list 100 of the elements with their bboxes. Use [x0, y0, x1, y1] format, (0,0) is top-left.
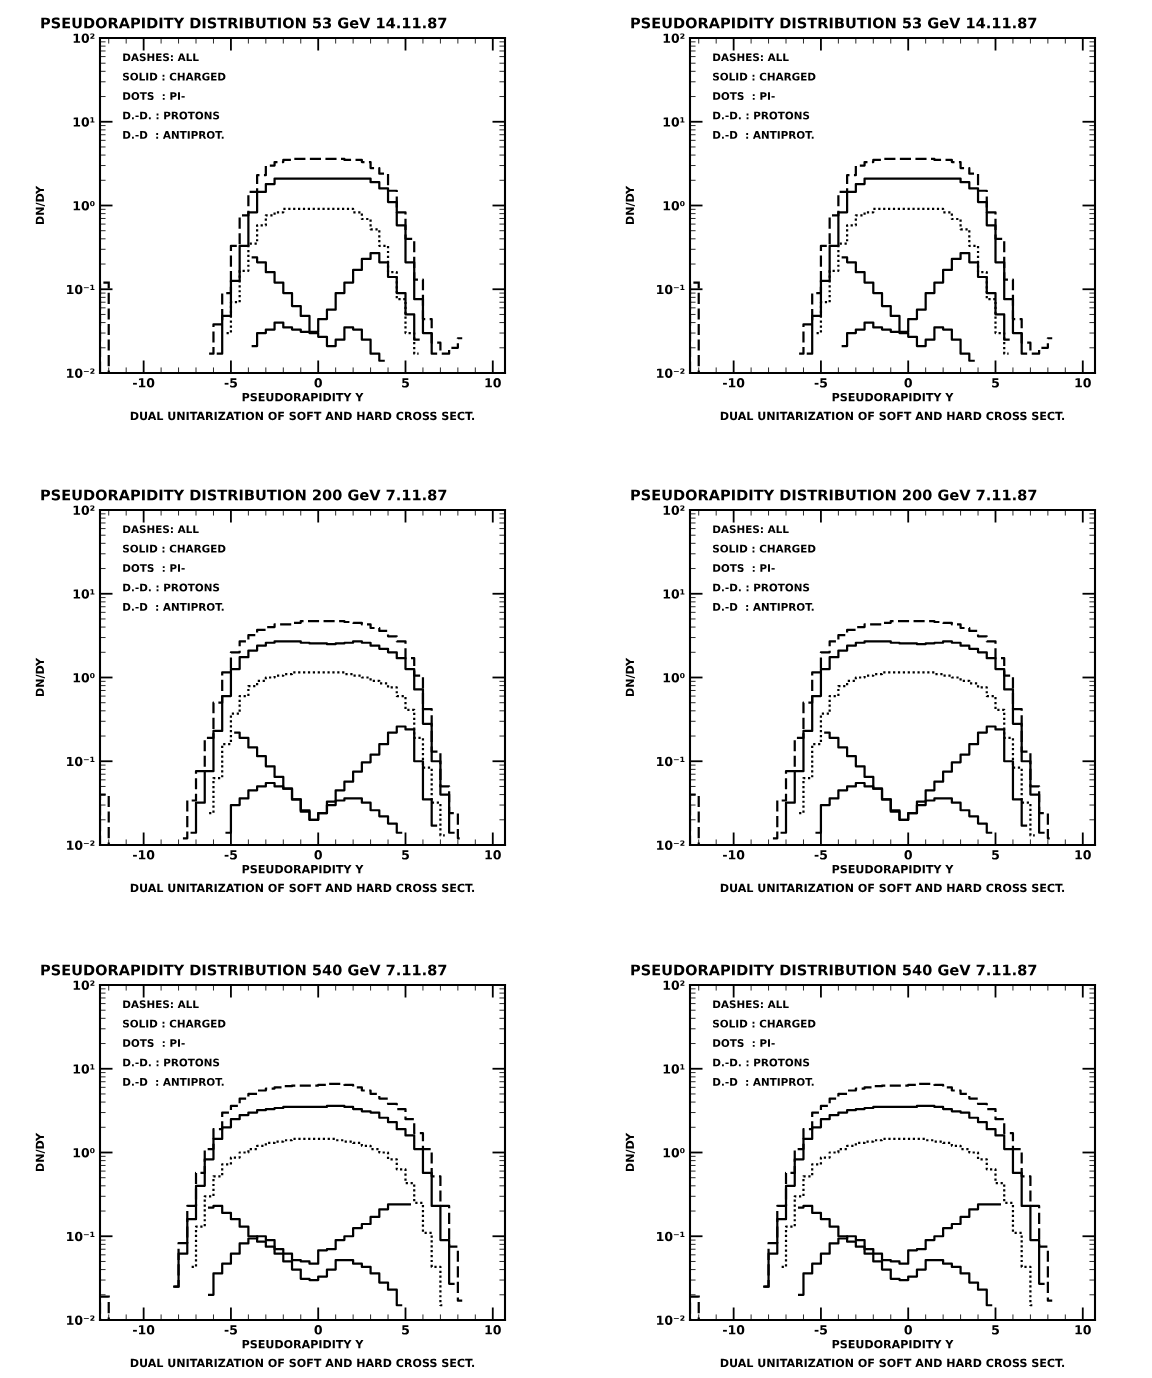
annotation: DASHES: ALL — [713, 525, 789, 534]
annotation: DASHES: ALL — [123, 1000, 199, 1009]
annotation: DOTS : PI- — [713, 1039, 775, 1047]
annotation: DASHES: ALL — [713, 53, 789, 62]
y-axis-title: DN/DY — [625, 185, 635, 224]
x-tick-label: 10 — [1075, 850, 1091, 860]
chart-title: PSEUDORAPIDITY DISTRIBUTION 540 GeV 7.11.87 — [41, 964, 447, 976]
annotation: D.-D : ANTIPROT. — [713, 602, 814, 611]
x-tick-label: 0 — [904, 378, 912, 388]
x-tick-label: -10 — [723, 850, 745, 860]
y-tick-label: 10⁻² — [657, 368, 685, 378]
y-tick-label: 10⁻² — [67, 368, 95, 378]
y-tick-label: 10⁰ — [663, 1147, 685, 1158]
chart-title: PSEUDORAPIDITY DISTRIBUTION 200 GeV 7.11.87 — [631, 489, 1037, 501]
text: DUAL UNITARIZATION OF SOFT AND HARD CROSS SECT. — [720, 411, 1065, 421]
x-tick-label: -10 — [723, 378, 745, 388]
x-axis-title: PSEUDORAPIDITY Y — [832, 864, 954, 874]
x-axis-title: PSEUDORAPIDITY Y — [242, 392, 364, 402]
annotation: D.-D. : PROTONS — [123, 1058, 220, 1067]
annotation: DOTS : PI- — [713, 92, 775, 100]
annotation: D.-D : ANTIPROT. — [123, 130, 224, 139]
chart-title: PSEUDORAPIDITY DISTRIBUTION 53 GeV 14.11.87 — [631, 17, 1037, 29]
annotation: DASHES: ALL — [123, 525, 199, 534]
x-tick-label: 10 — [485, 1325, 501, 1335]
y-tick-label: 10² — [73, 980, 95, 990]
x-tick-label: 10 — [485, 850, 501, 860]
annotation: D.-D : ANTIPROT. — [713, 1077, 814, 1086]
y-axis-title: DN/DY — [35, 1132, 45, 1171]
x-tick-label: -10 — [723, 1325, 745, 1335]
y-tick-label: 10⁻² — [67, 840, 95, 850]
y-tick-label: 10¹ — [663, 589, 685, 599]
y-tick-label: 10² — [73, 33, 95, 43]
y-tick-label: 10⁻¹ — [657, 1231, 685, 1242]
annotation: DOTS : PI- — [713, 564, 775, 572]
text: DUAL UNITARIZATION OF SOFT AND HARD CROSS SECT. — [130, 1358, 475, 1368]
x-tick-label: -10 — [133, 1325, 155, 1335]
y-tick-label: 10⁻¹ — [67, 1231, 95, 1242]
x-tick-label: 5 — [402, 850, 409, 860]
x-tick-label: 5 — [402, 378, 409, 388]
x-tick-label: 5 — [402, 1325, 409, 1335]
x-tick-label: -5 — [224, 850, 237, 860]
annotation: D.-D : ANTIPROT. — [123, 602, 224, 611]
annotation: SOLID : CHARGED — [123, 1019, 226, 1028]
annotation: D.-D. : PROTONS — [713, 111, 810, 120]
y-tick-label: 10⁰ — [663, 672, 685, 683]
annotation: SOLID : CHARGED — [713, 72, 816, 81]
y-axis-title: DN/DY — [35, 657, 45, 696]
y-tick-label: 10⁻¹ — [657, 284, 685, 295]
annotation: D.-D. : PROTONS — [713, 1058, 810, 1067]
x-tick-label: 10 — [1075, 1325, 1091, 1335]
y-tick-label: 10² — [663, 980, 685, 990]
annotation: SOLID : CHARGED — [713, 1019, 816, 1028]
x-tick-label: -10 — [133, 850, 155, 860]
annotation: D.-D : ANTIPROT. — [713, 130, 814, 139]
y-tick-label: 10⁻¹ — [67, 756, 95, 767]
y-tick-label: 10² — [663, 505, 685, 515]
y-tick-label: 10¹ — [663, 1064, 685, 1074]
x-tick-label: 0 — [904, 850, 912, 860]
chart-title: PSEUDORAPIDITY DISTRIBUTION 53 GeV 14.11.87 — [41, 17, 447, 29]
y-tick-label: 10¹ — [663, 117, 685, 127]
y-tick-label: 10⁻² — [657, 840, 685, 850]
chart-title: PSEUDORAPIDITY DISTRIBUTION 200 GeV 7.11.87 — [41, 489, 447, 501]
annotation: SOLID : CHARGED — [123, 72, 226, 81]
y-tick-label: 10¹ — [73, 117, 95, 127]
annotation: SOLID : CHARGED — [123, 544, 226, 553]
x-axis-title: PSEUDORAPIDITY Y — [832, 1339, 954, 1349]
y-axis-title: DN/DY — [625, 657, 635, 696]
x-tick-label: -10 — [133, 378, 155, 388]
x-tick-label: 10 — [485, 378, 501, 388]
x-tick-label: -5 — [224, 1325, 237, 1335]
y-tick-label: 10⁻¹ — [67, 284, 95, 295]
y-tick-label: 10¹ — [73, 1064, 95, 1074]
y-axis-title: DN/DY — [625, 1132, 635, 1171]
y-tick-label: 10⁰ — [73, 1147, 95, 1158]
annotation: DASHES: ALL — [123, 53, 199, 62]
x-tick-label: 0 — [314, 850, 322, 860]
annotation: DOTS : PI- — [123, 92, 185, 100]
y-tick-label: 10⁻² — [657, 1315, 685, 1325]
text: DUAL UNITARIZATION OF SOFT AND HARD CROSS SECT. — [720, 883, 1065, 893]
x-tick-label: -5 — [814, 378, 827, 388]
x-tick-label: -5 — [224, 378, 237, 388]
x-tick-label: 0 — [314, 1325, 322, 1335]
chart-title: PSEUDORAPIDITY DISTRIBUTION 540 GeV 7.11.87 — [631, 964, 1037, 976]
y-tick-label: 10² — [663, 33, 685, 43]
x-tick-label: 0 — [904, 1325, 912, 1335]
y-axis-title: DN/DY — [35, 185, 45, 224]
annotation: D.-D : ANTIPROT. — [123, 1077, 224, 1086]
x-axis-title: PSEUDORAPIDITY Y — [242, 864, 364, 874]
annotation: DASHES: ALL — [713, 1000, 789, 1009]
y-tick-label: 10⁰ — [663, 200, 685, 211]
y-tick-label: 10¹ — [73, 589, 95, 599]
annotation: D.-D. : PROTONS — [123, 111, 220, 120]
x-tick-label: -5 — [814, 850, 827, 860]
y-tick-label: 10² — [73, 505, 95, 515]
annotation: DOTS : PI- — [123, 564, 185, 572]
x-tick-label: 0 — [314, 378, 322, 388]
x-tick-label: 5 — [992, 1325, 999, 1335]
annotation: D.-D. : PROTONS — [713, 583, 810, 592]
x-tick-label: 10 — [1075, 378, 1091, 388]
x-axis-title: PSEUDORAPIDITY Y — [832, 392, 954, 402]
